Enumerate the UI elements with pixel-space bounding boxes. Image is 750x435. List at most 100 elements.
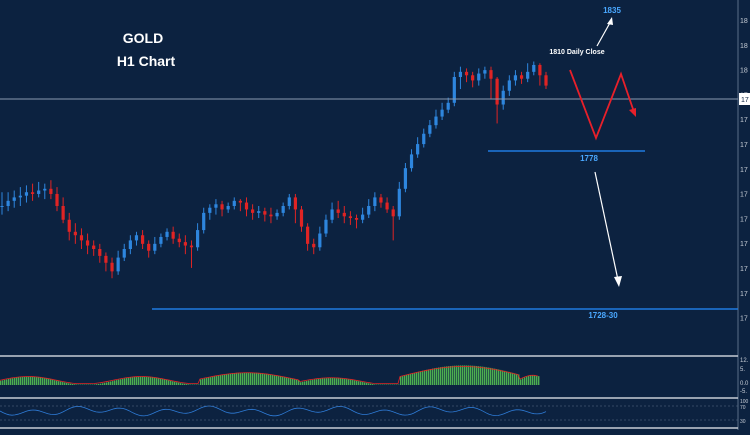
macd-bar [370, 384, 371, 385]
macd-bar [502, 370, 503, 385]
candle-body [0, 206, 3, 207]
candle-body [373, 197, 376, 206]
macd-bar [318, 379, 319, 385]
candle-body [294, 197, 297, 209]
macd-bar [352, 380, 353, 385]
macd-bar [284, 377, 285, 385]
macd-bar [188, 384, 189, 385]
macd-bar [342, 379, 343, 385]
macd-bar [474, 366, 475, 385]
macd-bar [152, 377, 153, 385]
macd-bar [424, 370, 425, 385]
price-tick-label: 18 [740, 43, 748, 50]
macd-bar [288, 378, 289, 385]
candle-body [178, 239, 181, 242]
macd-bar [460, 365, 461, 385]
macd-bar [248, 372, 249, 385]
macd-bar [148, 377, 149, 385]
macd-bar [532, 375, 533, 385]
macd-bar [406, 375, 407, 385]
macd-bar [372, 384, 373, 385]
macd-bar [134, 377, 135, 385]
macd-bar [46, 378, 47, 385]
candle-body [25, 192, 28, 195]
macd-bar [22, 377, 23, 385]
macd-bar [218, 375, 219, 385]
candle-body [43, 189, 46, 191]
macd-bar [126, 378, 127, 385]
macd-bar [230, 374, 231, 385]
macd-bar [54, 380, 55, 385]
macd-bar [280, 376, 281, 385]
macd-bar [26, 377, 27, 385]
macd-bar [124, 378, 125, 385]
macd-bar [538, 376, 539, 385]
candle-body [92, 246, 95, 249]
candle-body [62, 206, 65, 220]
candle-body [251, 209, 254, 212]
macd-bar [228, 374, 229, 385]
macd-bar [498, 369, 499, 385]
macd-bar [18, 377, 19, 385]
candle-body [410, 154, 413, 168]
macd-bar [256, 373, 257, 385]
macd-bar [164, 380, 165, 385]
macd-bar [42, 378, 43, 385]
candle-body [233, 201, 236, 206]
macd-bar [528, 376, 529, 385]
macd-bar [536, 376, 537, 385]
macd-bar [44, 378, 45, 385]
macd-bar [508, 372, 509, 385]
candle-body [19, 196, 22, 198]
macd-bar [534, 375, 535, 385]
price-tick-label: 17 [740, 117, 748, 124]
macd-bar [64, 382, 65, 385]
macd-bar [130, 377, 131, 385]
macd-bar [276, 375, 277, 385]
macd-bar [400, 377, 401, 385]
macd-bar [136, 377, 137, 385]
candle-body [74, 232, 77, 235]
macd-bar [320, 379, 321, 385]
candle-body [544, 75, 547, 85]
macd-bar [292, 379, 293, 385]
candle-body [165, 232, 168, 237]
candle-body [31, 192, 34, 194]
macd-bar [58, 381, 59, 385]
candle-body [404, 168, 407, 189]
macd-bar [410, 374, 411, 385]
macd-bar [154, 378, 155, 385]
candle-body [471, 75, 474, 80]
macd-bar [414, 373, 415, 385]
macd-bar [316, 379, 317, 385]
candle-body [538, 65, 541, 75]
macd-bar [98, 384, 99, 385]
candle-body [147, 244, 150, 251]
candle-body [269, 215, 272, 217]
macd-bar [258, 373, 259, 385]
macd-bar [328, 378, 329, 385]
macd-bar [4, 380, 5, 385]
candle-body [172, 232, 175, 239]
macd-bar [302, 382, 303, 385]
macd-bar [56, 381, 57, 385]
macd-bar [146, 377, 147, 385]
macd-bar [490, 368, 491, 385]
macd-bar [28, 377, 29, 385]
macd-bar [254, 373, 255, 385]
macd-bar [346, 379, 347, 385]
macd-bar [212, 377, 213, 385]
macd-bar [332, 378, 333, 385]
macd-bar [350, 380, 351, 385]
macd-bar [326, 378, 327, 385]
macd-bar [514, 373, 515, 385]
macd-bar [472, 366, 473, 385]
macd-bar [182, 383, 183, 385]
macd-bar [282, 377, 283, 385]
candle-body [324, 220, 327, 234]
candle-body [196, 230, 199, 247]
candle-body [7, 201, 10, 206]
candle-body [398, 189, 401, 217]
macd-bar [0, 381, 1, 385]
macd-bar [242, 373, 243, 385]
